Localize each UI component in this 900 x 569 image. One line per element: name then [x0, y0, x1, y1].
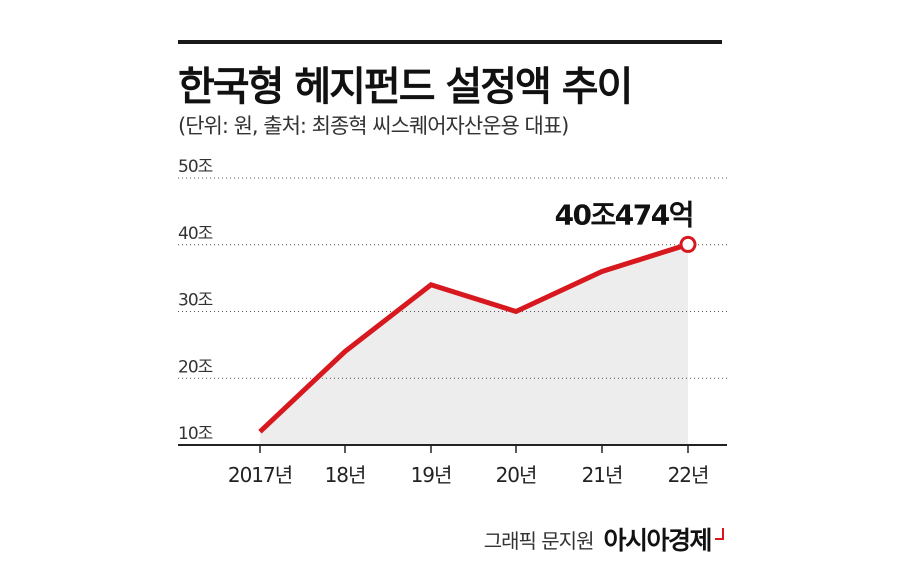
brand-mark-icon: [715, 528, 724, 540]
chart-subtitle: (단위: 원, 출처: 최종혁 씨스퀘어자산운용 대표): [178, 114, 569, 138]
graphic-credit: 그래픽 문지원: [483, 528, 595, 553]
y-tick-label: 50조: [178, 157, 213, 177]
y-tick-label: 40조: [178, 224, 213, 244]
y-tick-label: 30조: [178, 291, 213, 311]
x-tick-label: 21년: [582, 463, 623, 487]
top-rule: [178, 40, 722, 44]
y-tick-label: 20조: [178, 357, 213, 377]
area-fill: [260, 244, 688, 445]
series-line: [258, 242, 689, 434]
x-tick-label: 19년: [411, 463, 452, 487]
y-tick-label: 10조: [178, 424, 213, 444]
x-tick-label: 2017년: [228, 463, 292, 487]
x-tick-label: 20년: [496, 463, 537, 487]
data-label: 40조474억: [555, 198, 693, 231]
chart-title: 한국형 헤지펀드 설정액 추이: [178, 64, 633, 110]
credit: 그래픽 문지원 아시아경제: [484, 521, 724, 557]
x-tick-label: 22년: [668, 463, 709, 487]
x-tick-label: 18년: [325, 463, 366, 487]
data-point-marker: [679, 235, 697, 253]
brand-logo: 아시아경제: [603, 526, 712, 555]
